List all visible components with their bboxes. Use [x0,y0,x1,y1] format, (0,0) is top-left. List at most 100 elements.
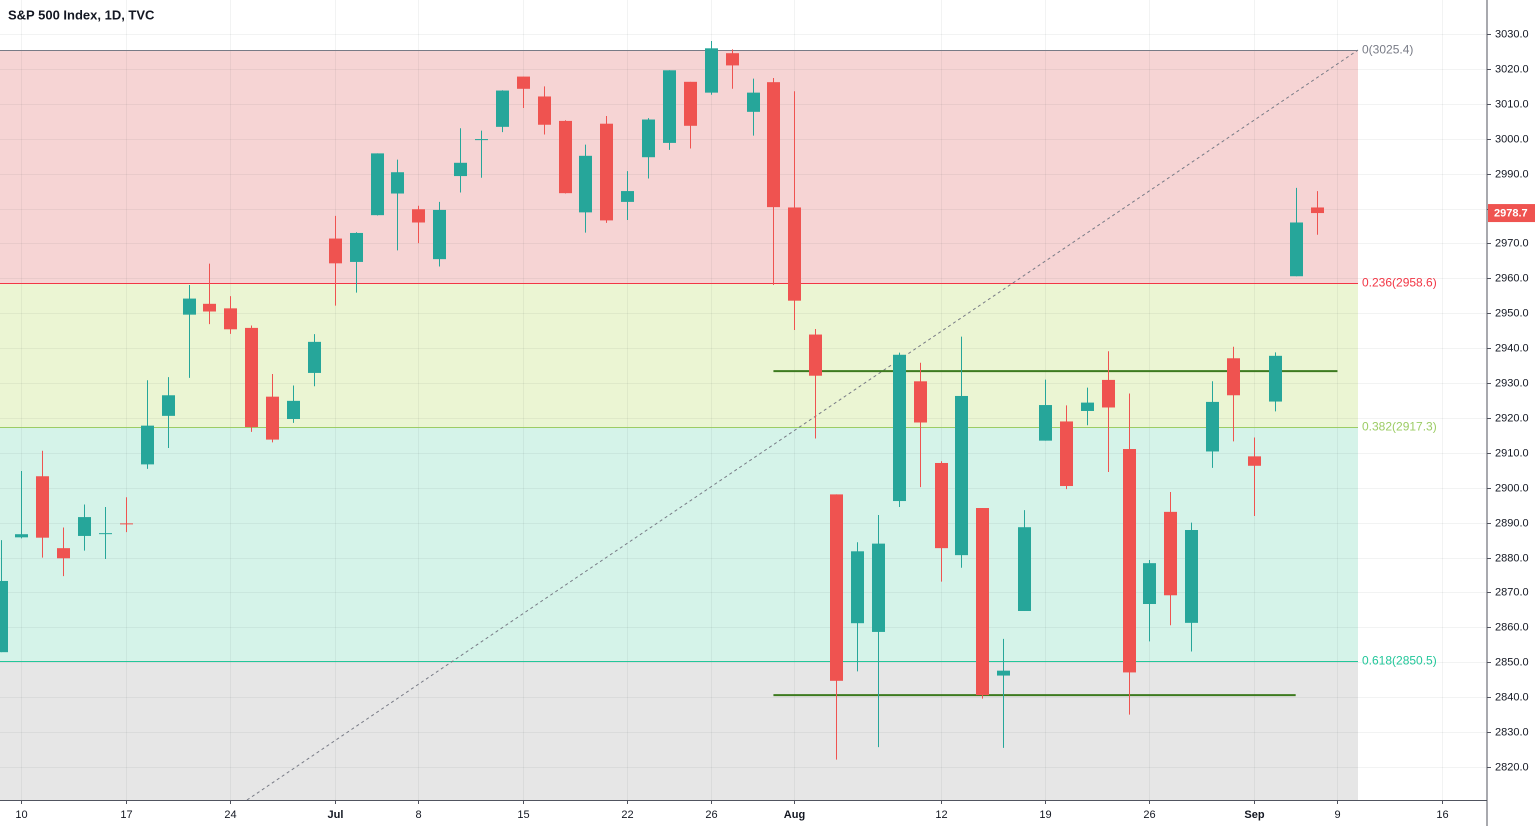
candle-body [183,298,196,315]
candle-body [1123,449,1136,673]
y-tick-label: 2890.0 [1495,517,1529,529]
x-tick-label: 22 [621,809,633,821]
candle-body [36,476,49,538]
last-price-label: 2978.7 [1494,207,1528,219]
candle-body [120,523,133,525]
y-tick-label: 2900.0 [1495,482,1529,494]
x-tick-label: Jul [328,809,344,821]
candle-body [329,238,342,264]
candle-body [287,400,300,420]
y-tick-label: 3030.0 [1495,28,1529,40]
y-tick-label: 3010.0 [1495,98,1529,110]
y-tick-label: 2860.0 [1495,621,1529,633]
fib-zone [0,50,1358,284]
y-tick-label: 2970.0 [1495,237,1529,249]
candle-body [767,82,780,208]
y-tick-label: 2910.0 [1495,447,1529,459]
candle-body [1039,405,1052,441]
candle-body [621,191,634,202]
candle-body [830,494,843,681]
candle-body [412,209,425,223]
candle-body [642,119,655,158]
candle-body [872,543,885,632]
candle-body [851,551,864,624]
candle-body [517,76,530,89]
y-tick-label: 2850.0 [1495,656,1529,668]
candle-body [224,308,237,330]
candle-body [747,92,760,112]
x-tick-label: Aug [784,809,805,821]
candle-body [600,123,613,221]
candle-body [1269,355,1282,402]
y-tick-label: 2960.0 [1495,272,1529,284]
x-tick-label: 16 [1436,809,1448,821]
candle-body [1018,527,1031,611]
y-tick-label: 2920.0 [1495,412,1529,424]
candle-body [935,462,948,549]
x-tick-label: 26 [1143,809,1155,821]
candle-body [1311,207,1324,214]
x-tick-label: 8 [415,809,421,821]
candle-body [663,70,676,143]
candle-body [350,232,363,262]
candle-body [496,90,509,127]
candle-body [684,81,697,126]
y-tick-label: 2990.0 [1495,168,1529,180]
candle-body [997,670,1010,676]
x-tick-label: 15 [517,809,529,821]
x-tick-label: 17 [120,809,132,821]
x-tick-label: Sep [1244,809,1264,821]
candle-body [1143,563,1156,605]
candle-body [1081,402,1094,411]
fib-label: 0(3025.4) [1362,43,1413,57]
x-tick-label: 24 [224,809,236,821]
candle-body [914,381,927,423]
candle-body [57,548,70,559]
fib-zones [0,50,1358,800]
candle-body [245,327,258,428]
candle-body [454,162,467,177]
y-tick-label: 2840.0 [1495,691,1529,703]
candle-body [726,53,739,66]
fib-label: 0.618(2850.5) [1362,654,1437,668]
candle-body [141,425,154,465]
candle-body [78,517,91,536]
candle-body [266,396,279,440]
y-tick-label: 3020.0 [1495,63,1529,75]
candle-body [538,96,551,125]
fib-zone [0,660,1358,800]
y-tick-label: 3000.0 [1495,133,1529,145]
overlay-lines: 0(3025.4) 0.236(2958.6) 0.382(2917.3) 0.618… [0,43,1437,801]
y-tick-label: 2950.0 [1495,307,1529,319]
candle-body [955,395,968,556]
time-axis-bg [0,800,1536,826]
candles [0,40,1324,760]
y-tick-label: 2870.0 [1495,586,1529,598]
price-axis-bg [1487,0,1536,826]
grid [0,0,1487,800]
x-tick-label: 12 [935,809,947,821]
candle-body [475,139,488,141]
candle-body [391,172,404,194]
x-tick-label: 19 [1039,809,1051,821]
y-tick-label: 2880.0 [1495,552,1529,564]
fib-zone [0,427,1358,661]
candle-body [0,580,8,653]
x-tick-label: 26 [705,809,717,821]
candle-body [1248,456,1261,466]
candle-body [308,341,321,373]
fib-trend-line [246,49,1359,801]
candle-body [371,153,384,216]
fib-zone [0,283,1358,428]
candle-body [203,303,216,312]
candle-body [893,354,906,502]
candle-body [15,534,28,538]
candle-body [99,533,112,535]
last-price-tag [1488,204,1535,223]
candle-body [579,155,592,213]
candle-body [809,334,822,376]
fib-label: 0.382(2917.3) [1362,420,1437,434]
